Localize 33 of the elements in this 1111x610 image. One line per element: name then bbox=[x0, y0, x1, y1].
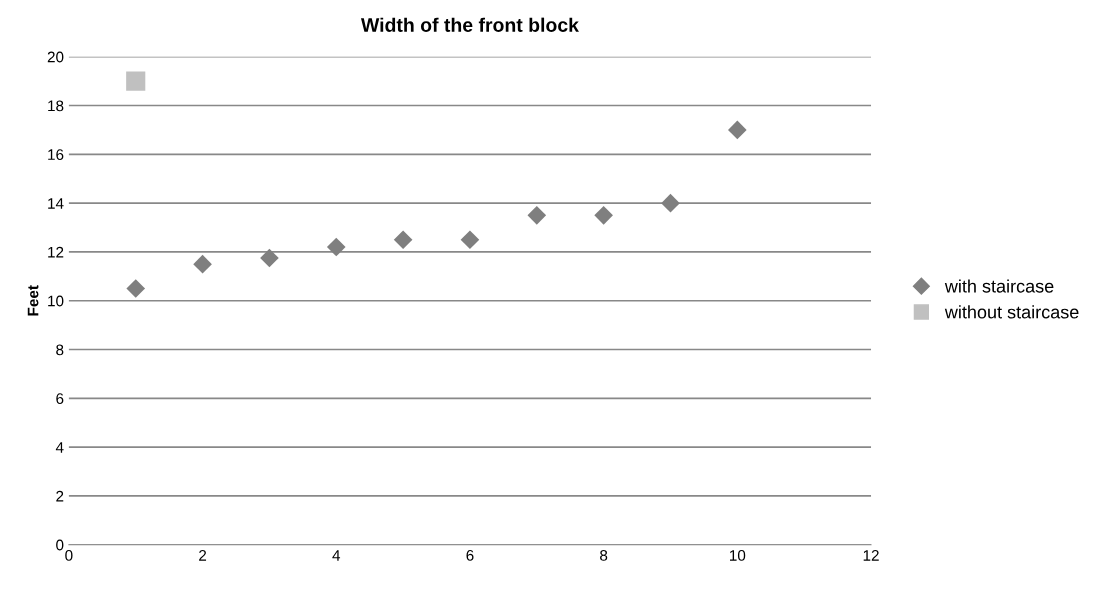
point bbox=[728, 120, 747, 140]
legend-label: without staircase bbox=[944, 305, 1079, 319]
y-tick-label: 14 bbox=[48, 198, 64, 209]
y-tick-label: 8 bbox=[56, 344, 64, 356]
y-axis-title: Feet bbox=[27, 285, 39, 316]
x-tick-label: 2 bbox=[199, 549, 207, 561]
point bbox=[460, 230, 480, 250]
point bbox=[661, 193, 680, 213]
x-tick-label: 12 bbox=[863, 549, 879, 561]
point bbox=[260, 248, 279, 268]
y-tick-label: 4 bbox=[55, 442, 64, 453]
point bbox=[126, 71, 146, 91]
y-tick-label: 12 bbox=[48, 246, 64, 258]
y-tick-label: 18 bbox=[48, 100, 64, 112]
point bbox=[126, 279, 146, 298]
legend-label: with staircase bbox=[944, 279, 1054, 293]
y-tick-label: 10 bbox=[48, 295, 64, 307]
chart-title: Width of the front block bbox=[360, 17, 579, 32]
y-tick-label: 6 bbox=[56, 393, 64, 405]
y-tick-label: 20 bbox=[47, 51, 64, 63]
y-tick-label: 2 bbox=[56, 490, 64, 502]
x-tick-label: 10 bbox=[730, 549, 746, 561]
y-tick-label: 0 bbox=[56, 539, 64, 551]
x-tick-label: 4 bbox=[332, 550, 341, 561]
point bbox=[326, 237, 346, 257]
x-tick-label: 8 bbox=[600, 549, 608, 561]
x-tick-label: 0 bbox=[65, 549, 73, 561]
point bbox=[393, 230, 413, 250]
x-tick-label: 6 bbox=[466, 549, 474, 561]
point bbox=[594, 206, 613, 225]
point bbox=[527, 206, 547, 225]
y-tick-label: 16 bbox=[48, 149, 64, 161]
point bbox=[193, 254, 212, 274]
